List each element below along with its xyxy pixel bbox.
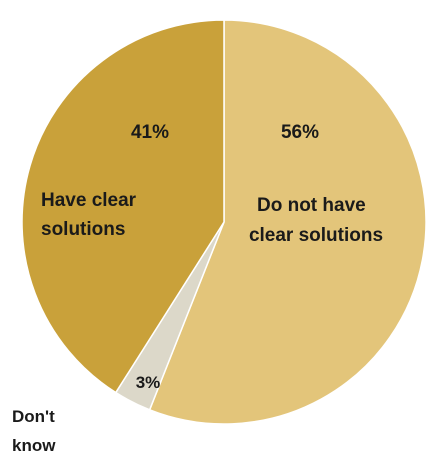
category-line: solutions (41, 219, 125, 240)
slice-value-label-have: 41% (131, 122, 169, 143)
pie-slices (21, 19, 427, 425)
pie-slice-have-clear-solutions (21, 19, 225, 394)
category-line: Do not have (257, 195, 366, 216)
slice-value-label-do-not-have: 56% (281, 122, 319, 143)
slice-category-label-do-not-have: Do not have clear solutions (249, 195, 383, 246)
slice-category-label-have: Have clear solutions (41, 190, 141, 240)
category-line: clear solutions (249, 225, 383, 246)
category-line: know (12, 436, 56, 455)
pie-slice-do-not-have-clear-solutions (148, 19, 427, 425)
slice-value-label-dont-know: 3% (136, 373, 161, 392)
slice-category-label-dont-know: Don't know (12, 407, 59, 455)
category-line: Don't (12, 407, 55, 426)
category-line: Have clear (41, 190, 137, 211)
